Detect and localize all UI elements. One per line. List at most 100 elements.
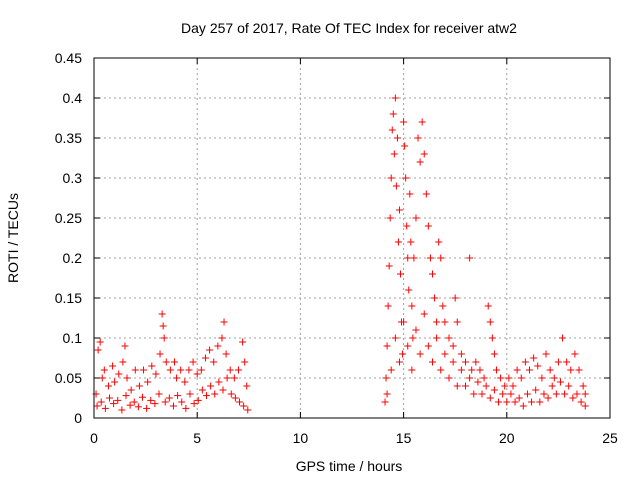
data-point bbox=[472, 358, 480, 366]
data-point bbox=[156, 350, 164, 358]
data-point bbox=[243, 382, 251, 390]
data-point bbox=[534, 362, 542, 370]
data-point bbox=[104, 382, 112, 390]
data-point bbox=[388, 126, 396, 134]
data-point bbox=[546, 366, 554, 374]
data-point bbox=[435, 238, 443, 246]
data-point bbox=[391, 94, 399, 102]
data-point bbox=[394, 238, 402, 246]
data-point bbox=[152, 370, 160, 378]
data-point bbox=[426, 254, 434, 262]
data-point bbox=[96, 338, 104, 346]
data-point bbox=[155, 390, 163, 398]
data-point bbox=[385, 262, 393, 270]
data-point bbox=[119, 358, 127, 366]
data-point bbox=[404, 254, 412, 262]
data-point bbox=[528, 398, 536, 406]
data-point bbox=[186, 390, 194, 398]
data-point bbox=[218, 334, 226, 342]
data-point bbox=[408, 366, 416, 374]
data-point bbox=[134, 403, 142, 411]
data-point bbox=[521, 358, 529, 366]
y-tick-label: 0.15 bbox=[55, 290, 82, 306]
data-point bbox=[181, 378, 189, 386]
data-point bbox=[542, 350, 550, 358]
data-point bbox=[182, 404, 190, 412]
data-point bbox=[169, 402, 177, 410]
data-point bbox=[215, 378, 223, 386]
data-point bbox=[162, 358, 170, 366]
data-point bbox=[399, 350, 407, 358]
y-tick-label: 0.1 bbox=[63, 330, 83, 346]
data-point bbox=[202, 392, 210, 400]
data-point bbox=[441, 318, 449, 326]
data-point bbox=[97, 398, 105, 406]
data-point bbox=[395, 358, 403, 366]
y-tick-label: 0 bbox=[74, 410, 82, 426]
data-point bbox=[507, 390, 515, 398]
data-point bbox=[170, 358, 178, 366]
data-point bbox=[577, 398, 585, 406]
data-point bbox=[222, 350, 230, 358]
x-axis-label: GPS time / hours bbox=[296, 458, 403, 474]
data-point bbox=[409, 334, 417, 342]
data-point bbox=[505, 374, 513, 382]
data-point bbox=[109, 362, 117, 370]
data-point bbox=[538, 374, 546, 382]
data-point bbox=[523, 390, 531, 398]
data-point bbox=[433, 334, 441, 342]
data-point bbox=[406, 190, 414, 198]
data-point bbox=[490, 350, 498, 358]
data-point bbox=[441, 350, 449, 358]
data-point bbox=[462, 358, 470, 366]
data-point bbox=[474, 378, 482, 386]
data-point bbox=[158, 310, 166, 318]
data-point bbox=[239, 338, 247, 346]
data-point bbox=[401, 142, 409, 150]
data-point bbox=[482, 382, 490, 390]
x-tick-label: 5 bbox=[193, 430, 201, 446]
data-point bbox=[466, 254, 474, 262]
grid-lines bbox=[94, 58, 610, 418]
data-point bbox=[173, 374, 181, 382]
data-point bbox=[509, 382, 517, 390]
data-point bbox=[241, 358, 249, 366]
data-point bbox=[428, 270, 436, 278]
data-point bbox=[227, 390, 235, 398]
data-point bbox=[174, 392, 182, 400]
data-point bbox=[130, 398, 138, 406]
y-tick-label: 0.45 bbox=[55, 50, 82, 66]
data-point bbox=[480, 374, 488, 382]
data-point bbox=[143, 404, 151, 412]
data-point bbox=[422, 190, 430, 198]
data-point bbox=[517, 374, 525, 382]
data-point bbox=[449, 342, 457, 350]
data-point bbox=[449, 358, 457, 366]
data-point bbox=[219, 386, 227, 394]
data-point bbox=[414, 134, 422, 142]
data-point bbox=[400, 118, 408, 126]
data-point bbox=[515, 394, 523, 402]
data-point bbox=[497, 374, 505, 382]
data-point bbox=[201, 354, 209, 362]
data-point bbox=[114, 396, 122, 404]
data-point bbox=[148, 362, 156, 370]
data-point bbox=[445, 334, 453, 342]
data-point bbox=[101, 404, 109, 412]
data-point bbox=[571, 350, 579, 358]
data-point bbox=[194, 396, 202, 404]
data-point bbox=[403, 222, 411, 230]
data-point bbox=[431, 294, 439, 302]
data-point bbox=[166, 366, 174, 374]
data-point bbox=[389, 110, 397, 118]
data-point bbox=[407, 238, 415, 246]
data-point bbox=[190, 400, 198, 408]
data-point bbox=[554, 358, 562, 366]
data-point bbox=[207, 382, 215, 390]
data-point bbox=[418, 118, 426, 126]
data-point bbox=[526, 366, 534, 374]
data-point bbox=[210, 358, 218, 366]
data-point bbox=[386, 214, 394, 222]
data-point bbox=[433, 318, 441, 326]
y-tick-label: 0.25 bbox=[55, 210, 82, 226]
